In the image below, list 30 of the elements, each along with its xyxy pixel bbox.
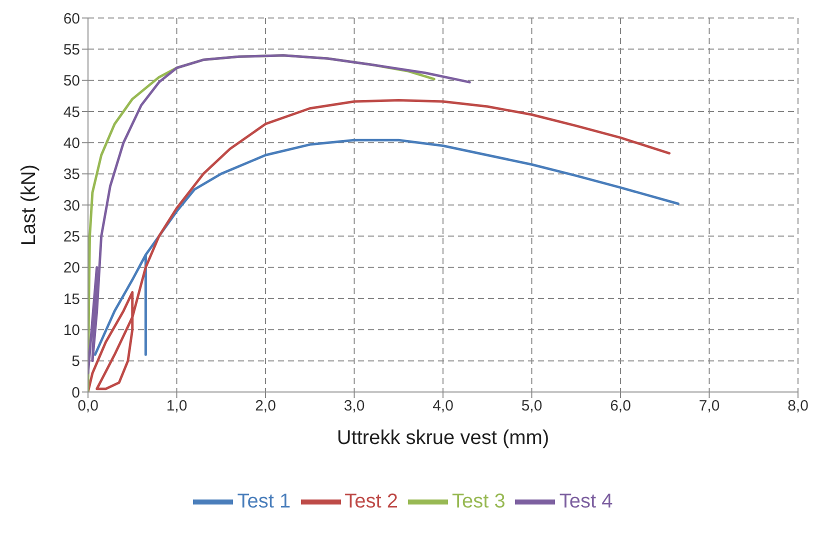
y-tick-label: 40 <box>63 134 80 152</box>
x-tick-label: 0,0 <box>78 398 98 415</box>
y-tick-label: 10 <box>63 322 80 339</box>
y-tick-label: 45 <box>63 104 80 121</box>
x-axis-title: Uttrekk skrue vest (mm) <box>336 427 550 449</box>
x-tick-label: 5,0 <box>521 398 542 415</box>
y-tick-label: 55 <box>63 41 80 58</box>
y-axis-title: Last (kN) <box>18 164 40 246</box>
line-series <box>94 138 680 356</box>
y-tick-label: 35 <box>63 166 80 184</box>
legend-label: Test 2 <box>344 490 398 512</box>
x-tick-label: 8,0 <box>788 398 808 415</box>
y-tick-label: 5 <box>72 353 80 370</box>
line-series <box>88 99 671 392</box>
x-tick-label: 1,0 <box>166 398 188 415</box>
y-tick-label: 30 <box>63 197 80 214</box>
y-tick-label: 60 <box>63 10 80 28</box>
legend-label: Test 4 <box>559 490 613 512</box>
y-tick-label: 25 <box>63 228 80 246</box>
y-tick-label: 0 <box>72 384 80 402</box>
x-tick-label: 7,0 <box>698 398 720 415</box>
legend-label: Test 1 <box>237 490 291 512</box>
x-tick-label: 6,0 <box>610 398 631 415</box>
x-tick-label: 4,0 <box>432 398 454 415</box>
x-tick-label: 3,0 <box>344 398 365 415</box>
y-tick-label: 50 <box>63 72 80 90</box>
legend-label: Test 3 <box>452 490 506 512</box>
y-tick-label: 15 <box>63 290 80 308</box>
y-tick-label: 20 <box>63 260 80 277</box>
x-tick-label: 2,0 <box>255 398 276 415</box>
